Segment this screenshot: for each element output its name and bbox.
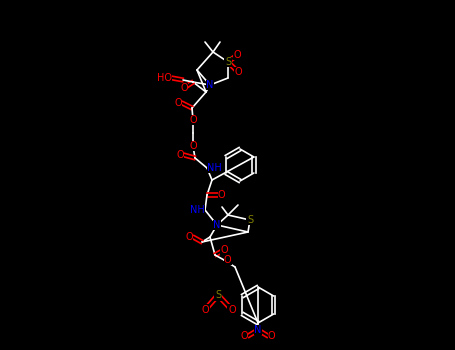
Text: O: O	[224, 255, 232, 265]
Text: O: O	[189, 115, 197, 125]
Text: HO: HO	[157, 73, 172, 83]
Text: O: O	[201, 305, 209, 315]
Text: O: O	[185, 232, 193, 242]
Text: NH: NH	[190, 205, 205, 215]
Text: O: O	[234, 67, 242, 77]
Text: O: O	[218, 190, 226, 200]
Text: O: O	[268, 331, 276, 341]
Text: O: O	[177, 150, 184, 160]
Text: S: S	[215, 290, 221, 300]
Text: O: O	[220, 245, 228, 255]
Text: O: O	[189, 141, 197, 151]
Text: O: O	[228, 305, 236, 315]
Text: S: S	[225, 57, 231, 67]
Text: NH: NH	[207, 163, 222, 173]
Text: N: N	[206, 80, 214, 90]
Text: S: S	[247, 215, 253, 225]
Text: O: O	[180, 83, 188, 93]
Text: O: O	[174, 98, 182, 108]
Text: O: O	[233, 50, 241, 60]
Text: O: O	[240, 331, 248, 341]
Text: N: N	[254, 325, 262, 335]
Text: N: N	[213, 220, 221, 230]
